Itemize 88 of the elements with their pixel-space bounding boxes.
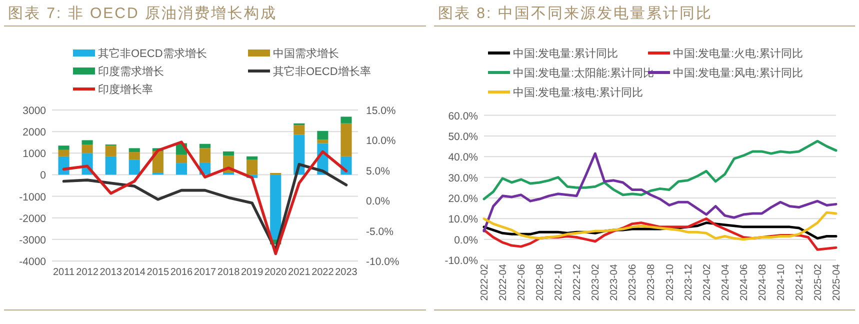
y-tick-label: 0	[40, 170, 46, 182]
y2-tick-label: 0.0%	[366, 196, 390, 208]
y2-tick-label: 15.0%	[366, 105, 396, 117]
bar	[294, 125, 305, 135]
bar	[176, 163, 187, 175]
bar	[223, 151, 234, 156]
bar	[246, 160, 258, 175]
y2-tick-label: 10.0%	[366, 135, 396, 148]
x-tick-label: 2020	[264, 267, 288, 278]
x-tick-label: 2023-08	[646, 264, 658, 301]
y2-tick-label: -10.0%	[366, 256, 400, 268]
x-tick-label: 2014	[123, 267, 146, 278]
y2-tick-label: 5.0%	[366, 165, 390, 178]
y-tick-label: 0.0%	[454, 234, 478, 246]
x-tick-label: 2015	[146, 267, 170, 278]
legend-label: 中国:发电量:累计同比	[513, 47, 618, 60]
bar	[58, 156, 70, 175]
x-tick-label: 2012	[76, 267, 99, 278]
y-tick-label: 50.0%	[448, 130, 478, 143]
x-tick-label: 2023-02	[590, 264, 602, 301]
y-tick-label: 30.0%	[448, 172, 478, 184]
chart-title: 图表 7: 非 OECD 原油消费增长构成	[8, 5, 278, 22]
y-tick-label: 60.0%	[448, 110, 478, 122]
x-tick-label: 2016	[170, 267, 194, 278]
y-tick-label: -3000	[19, 234, 46, 246]
y-tick-label: -1000	[19, 191, 46, 204]
x-tick-label: 2013	[100, 267, 122, 278]
x-tick-label: 2019	[240, 267, 264, 278]
bar	[246, 156, 258, 160]
x-tick-label: 2022	[312, 267, 334, 278]
bar	[340, 116, 352, 124]
y-tick-label: 2000	[22, 126, 46, 139]
bar	[270, 174, 282, 240]
x-tick-label: 2021	[288, 267, 311, 278]
x-tick-label: 2017	[194, 267, 217, 278]
x-tick-label: 2023-12	[683, 264, 694, 301]
x-tick-label: 2022-08	[535, 264, 546, 301]
x-tick-label: 2024-02	[702, 264, 713, 301]
bar	[105, 156, 116, 175]
x-tick-label: 2022-04	[498, 264, 510, 301]
x-tick-label: 2023-10	[664, 264, 676, 301]
legend-label: 中国:发电量:风电:累计同比	[673, 66, 804, 80]
bar	[199, 144, 211, 148]
x-tick-label: 2024-06	[738, 264, 750, 301]
legend-label: 印度需求增长	[98, 65, 164, 78]
x-tick-label: 2011	[53, 267, 75, 278]
x-tick-label: 2024-10	[776, 264, 787, 301]
legend-label: 其它非OECD需求增长	[98, 47, 207, 60]
x-tick-label: 2024-04	[720, 264, 732, 301]
x-tick-label: 2022-06	[516, 264, 528, 301]
bar	[199, 148, 211, 162]
x-tick-label: 2025-02	[812, 264, 824, 301]
x-tick-label: 2022-10	[554, 264, 565, 301]
y-tick-label: 1000	[22, 148, 46, 160]
bar	[340, 123, 352, 156]
bar	[105, 146, 116, 156]
y-tick-label: -2000	[19, 212, 46, 225]
y-tick-label: 40.0%	[448, 152, 478, 164]
y-tick-label: 10.0%	[448, 214, 478, 226]
bar	[82, 140, 93, 145]
x-tick-label: 2023-04	[609, 264, 620, 301]
x-tick-label: 2025-04	[832, 264, 842, 301]
bar	[128, 148, 140, 152]
y-tick-label: 3000	[22, 105, 46, 117]
legend-label: 印度增长率	[98, 83, 153, 96]
bar	[176, 154, 187, 164]
y-tick-label: 20.0%	[448, 192, 478, 205]
x-tick-label: 2018	[217, 267, 240, 278]
bar	[82, 144, 93, 154]
bar	[317, 130, 328, 140]
bar	[128, 160, 140, 175]
y-tick-label: -4000	[19, 256, 46, 268]
legend-label: 其它非OECD增长率	[273, 65, 371, 78]
legend-label: 中国:发电量:核电:累计同比	[513, 86, 644, 99]
chart-title: 图表 8: 中国不同来源发电量累计同比	[438, 5, 712, 22]
y2-tick-label: -5.0%	[366, 226, 394, 238]
x-tick-label: 2023	[335, 267, 358, 278]
legend-label: 中国:发电量:火电:累计同比	[673, 47, 804, 60]
x-tick-label: 2023-06	[628, 264, 639, 301]
bar	[58, 146, 70, 150]
bar	[58, 150, 70, 156]
x-tick-label: 2024-12	[794, 264, 806, 301]
legend-label: 中国需求增长	[273, 47, 339, 60]
y-tick-label: -10.0%	[444, 255, 478, 267]
x-tick-label: 2022-02	[480, 264, 490, 301]
x-tick-label: 2024-08	[757, 264, 768, 301]
x-tick-label: 2022-12	[572, 264, 584, 301]
bar	[128, 152, 140, 160]
